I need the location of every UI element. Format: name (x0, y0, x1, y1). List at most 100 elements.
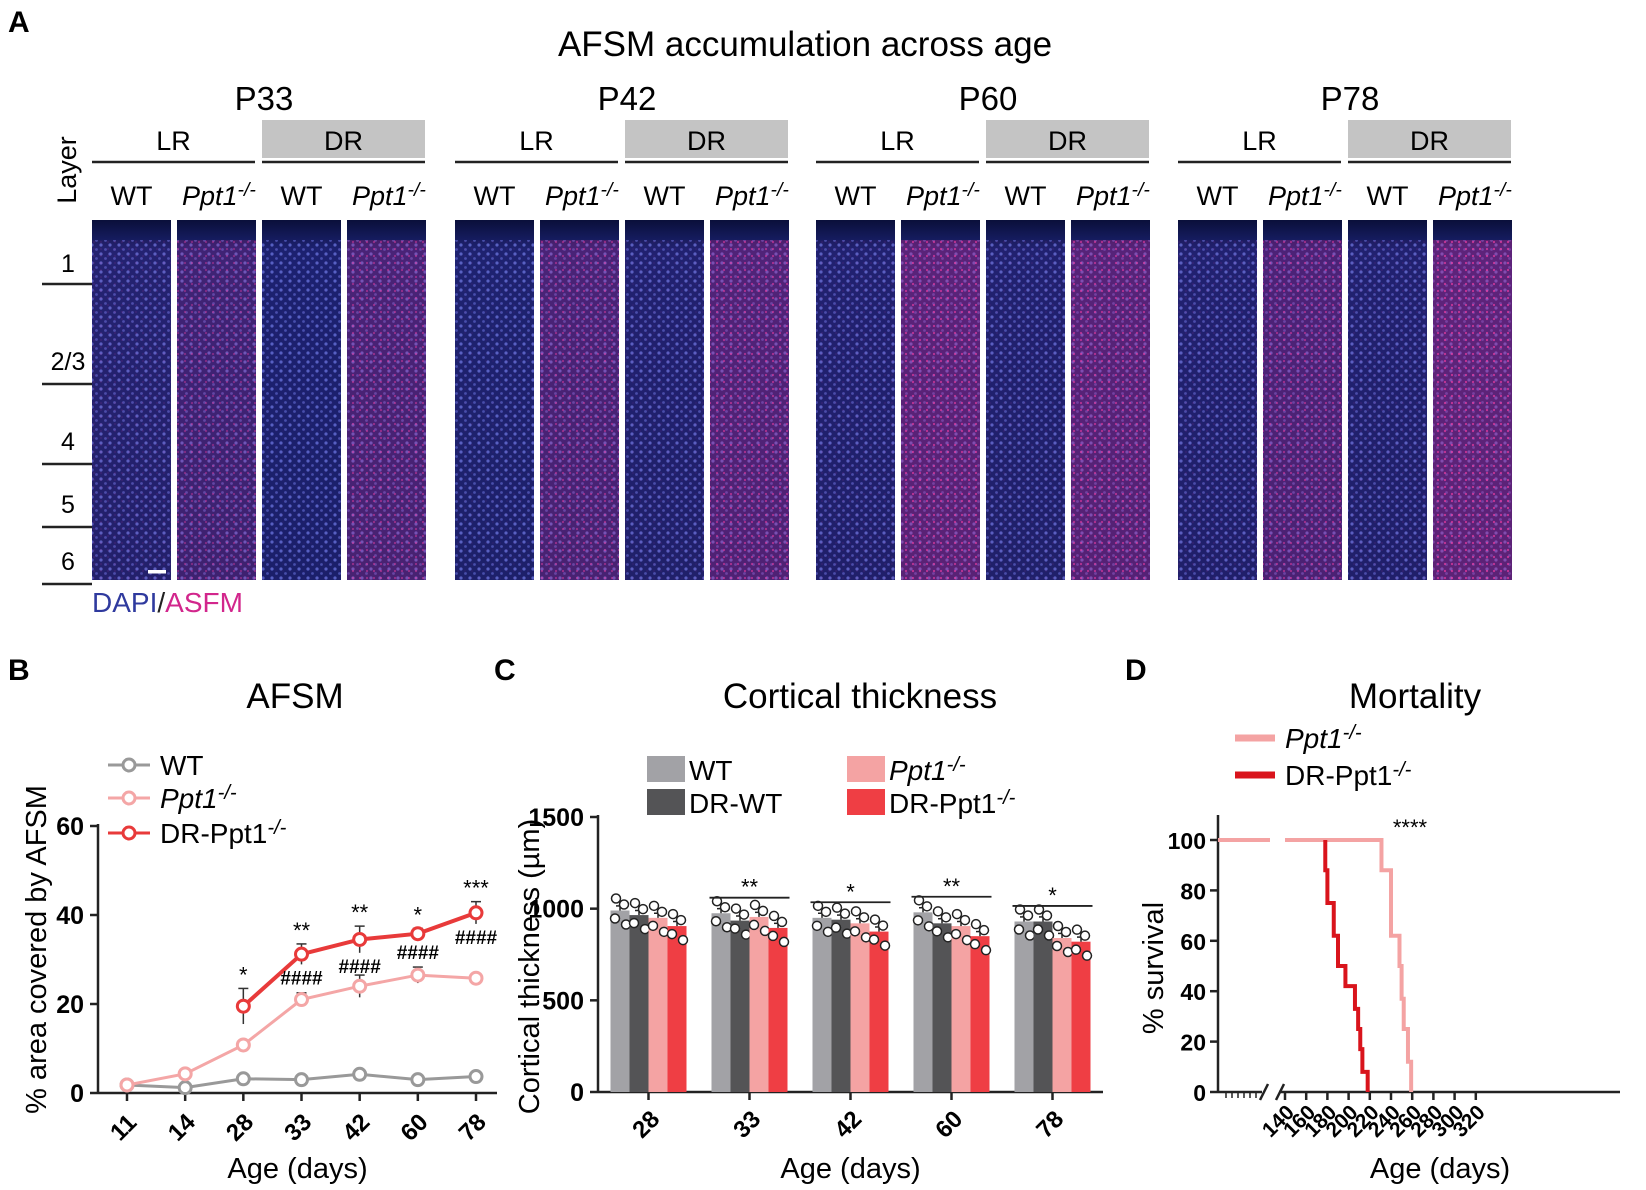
y-tick-label: 0 (570, 1079, 584, 1107)
legend-swatch (647, 756, 685, 782)
bar (970, 936, 990, 1092)
micrograph-asfm-puncta (1348, 240, 1427, 580)
y-axis-title: % survival (1138, 902, 1170, 1034)
x-tick-label: 28 (221, 1109, 259, 1147)
x-tick-label: 42 (829, 1106, 867, 1144)
stain-asfm: ASFM (165, 587, 243, 618)
replicate-point (648, 900, 660, 912)
bar (749, 916, 769, 1092)
data-point (352, 931, 368, 947)
survival-curve-ppt1 (1285, 838, 1414, 1092)
panel-d: D Mortality 0204060801001401601802002202… (1125, 654, 1620, 1185)
genotype-ko-label-base: Ppt1 (545, 181, 601, 211)
genotype-wt-label: WT (644, 181, 686, 211)
genotype-ko-label-sup: -/- (601, 179, 620, 201)
bar (730, 920, 750, 1092)
y-axis-title: Cortical thickness (µm) (514, 819, 546, 1114)
micrograph-p60-lr-ppt1 (901, 220, 980, 580)
replicate-point (850, 906, 862, 917)
bar (831, 919, 851, 1092)
replicate-point (868, 934, 880, 945)
genotype-ko-label: Ppt1-/- (182, 179, 256, 211)
series-ppt1 (119, 966, 484, 1093)
micrograph-p42-lr-ppt1 (540, 220, 619, 580)
data-point (468, 1069, 484, 1085)
chart-b-title: AFSM (246, 677, 343, 716)
genotype-ko-label: Ppt1-/- (715, 179, 789, 211)
diet-label: LR (1242, 126, 1277, 156)
replicate-point (830, 922, 842, 933)
replicate-point (749, 899, 761, 911)
replicate-point (629, 897, 641, 909)
y-tick-label: 80 (1180, 878, 1206, 904)
data-point (410, 967, 426, 983)
micrograph-p33-dr-wt (262, 220, 341, 580)
micrograph-asfm-puncta (455, 240, 534, 580)
layer-axis-title: Layer (52, 136, 82, 204)
legend-label: DR-Ppt1-/- (160, 817, 287, 849)
legend-label: DR-WT (689, 788, 782, 819)
replicate-point (667, 908, 679, 920)
replicate-point (950, 928, 962, 940)
micrograph-asfm-puncta (1433, 240, 1512, 580)
data-point (119, 1077, 135, 1093)
legend-label-sup: -/- (1392, 759, 1411, 781)
replicate-point (618, 899, 630, 910)
genotype-ko-label-base: Ppt1 (1076, 181, 1132, 211)
data-point (294, 1072, 309, 1088)
stain-dapi: DAPI (92, 587, 157, 618)
bar (850, 923, 870, 1092)
significance-star: ** (351, 900, 369, 925)
chart-c-title: Cortical thickness (723, 677, 997, 716)
genotype-ko-label-base: Ppt1 (1268, 181, 1324, 211)
replicate-point (719, 902, 731, 913)
replicate-point (738, 909, 750, 920)
genotype-wt-label: WT (1197, 181, 1239, 211)
significance-hash: #### (280, 968, 323, 989)
bar (869, 931, 889, 1092)
replicate-point (767, 930, 779, 942)
genotype-ko-label-sup: -/- (408, 179, 427, 201)
data-point (235, 998, 251, 1014)
y-axis-title: % area covered by AFSM (21, 785, 53, 1114)
significance-star: * (1048, 883, 1057, 908)
replicate-point (1079, 930, 1091, 941)
replicate-point (609, 913, 621, 924)
replicate-point (980, 944, 992, 956)
data-point (294, 992, 309, 1008)
micrograph-asfm-puncta (986, 240, 1065, 580)
data-point (410, 926, 426, 942)
replicate-point (710, 916, 722, 927)
layer-label: 1 (61, 250, 75, 278)
replicate-point (740, 929, 752, 940)
genotype-ko-label-base: Ppt1 (1438, 181, 1494, 211)
significance-star: ** (943, 874, 961, 899)
scale-bar (148, 570, 166, 574)
data-point (468, 970, 484, 986)
bar (913, 912, 933, 1092)
data-point (177, 1080, 193, 1096)
replicate-point (778, 936, 790, 948)
replicate-point (637, 903, 649, 915)
replicate-point (940, 912, 952, 923)
diet-label: DR (687, 126, 726, 156)
replicate-point (931, 926, 943, 937)
micrograph-p60-dr-ppt1 (1071, 220, 1150, 580)
layer-label: 2/3 (51, 348, 86, 376)
legend-label-sup: -/- (947, 754, 966, 776)
micrograph-asfm-puncta (816, 240, 895, 580)
bar (812, 917, 832, 1092)
replicate-point (748, 919, 760, 931)
genotype-wt-label: WT (281, 181, 323, 211)
bar-group-28 (609, 893, 689, 1092)
data-point (177, 1066, 193, 1082)
legend-swatch (847, 756, 885, 782)
x-tick-label: 11 (105, 1109, 142, 1146)
micrograph-asfm-puncta (540, 240, 619, 580)
legend-swatch-marker (121, 825, 137, 841)
replicate-point (1014, 904, 1026, 915)
